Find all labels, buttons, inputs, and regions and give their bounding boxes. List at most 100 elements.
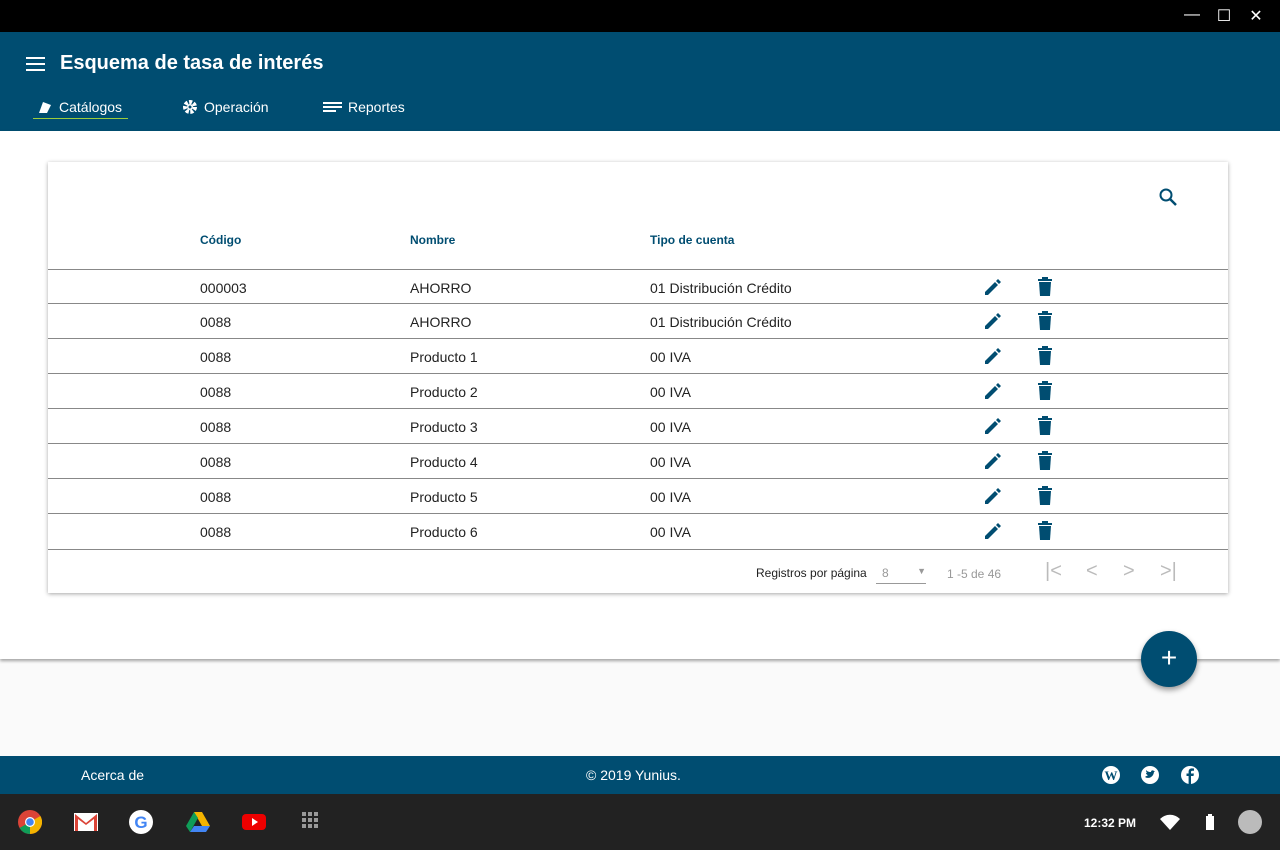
main-content: Código Nombre Tipo de cuenta 000003 AHOR… xyxy=(0,131,1280,659)
drive-icon[interactable] xyxy=(186,810,210,834)
table-row: 0088 Producto 2 00 IVA xyxy=(48,373,1228,408)
column-header-nombre[interactable]: Nombre xyxy=(410,233,456,247)
cell-tipo: 01 Distribución Crédito xyxy=(650,280,792,296)
edit-icon[interactable] xyxy=(983,451,1003,471)
table-row: 0088 Producto 4 00 IVA xyxy=(48,443,1228,478)
close-button[interactable]: ✕ xyxy=(1249,8,1263,25)
youtube-icon[interactable] xyxy=(242,810,266,834)
page-title: Esquema de tasa de interés xyxy=(60,52,324,74)
cell-tipo: 00 IVA xyxy=(650,384,691,400)
google-icon[interactable]: G xyxy=(129,810,153,834)
cell-codigo: 0088 xyxy=(200,314,232,330)
cell-nombre: Producto 6 xyxy=(410,524,478,540)
wifi-icon[interactable] xyxy=(1160,814,1180,830)
list-icon xyxy=(323,102,342,112)
cell-codigo: 000003 xyxy=(200,280,247,296)
range-label: 1 -5 de 46 xyxy=(947,567,1002,581)
tab-reportes[interactable]: Reportes xyxy=(323,95,405,119)
cell-tipo: 00 IVA xyxy=(650,454,691,470)
edit-icon[interactable] xyxy=(983,521,1003,541)
edit-icon[interactable] xyxy=(983,277,1003,297)
app-launcher-icon[interactable] xyxy=(300,810,324,834)
column-header-tipo[interactable]: Tipo de cuenta xyxy=(650,233,735,247)
cell-nombre: Producto 1 xyxy=(410,349,478,365)
twitter-icon[interactable] xyxy=(1140,765,1160,785)
paginator: Registros por página 8 ▼ 1 -5 de 46 |< < … xyxy=(48,549,1228,593)
delete-icon[interactable] xyxy=(1036,381,1054,401)
edit-icon[interactable] xyxy=(983,416,1003,436)
edit-icon[interactable] xyxy=(983,311,1003,331)
cell-nombre: AHORRO xyxy=(410,280,472,296)
os-shelf: G 12:32 PM xyxy=(0,794,1280,850)
cell-nombre: Producto 5 xyxy=(410,489,478,505)
about-link[interactable]: Acerca de xyxy=(81,767,145,783)
dropdown-arrow-icon: ▼ xyxy=(917,566,926,576)
add-button[interactable]: + xyxy=(1141,631,1197,687)
table-row: 0088 Producto 5 00 IVA xyxy=(48,478,1228,513)
clock[interactable]: 12:32 PM xyxy=(1084,816,1137,830)
avatar[interactable] xyxy=(1238,810,1262,834)
table-row: 0088 Producto 3 00 IVA xyxy=(48,408,1228,443)
footer: Acerca de © 2019 Yunius. W xyxy=(0,756,1280,794)
app-bar: Esquema de tasa de interés Catálogos Ope… xyxy=(0,32,1280,131)
table-row: 0088 Producto 6 00 IVA xyxy=(48,513,1228,548)
wordpress-icon[interactable]: W xyxy=(1101,765,1121,785)
edit-icon[interactable] xyxy=(983,346,1003,366)
first-page-icon[interactable]: |< xyxy=(1045,560,1062,582)
page-size-select[interactable]: 8 ▼ xyxy=(876,562,926,584)
battery-icon[interactable] xyxy=(1205,814,1215,830)
menu-icon[interactable] xyxy=(26,57,45,75)
last-page-icon[interactable]: >| xyxy=(1160,560,1177,582)
delete-icon[interactable] xyxy=(1036,311,1054,331)
next-page-icon[interactable]: > xyxy=(1123,560,1135,582)
gmail-icon[interactable] xyxy=(74,810,98,834)
cell-nombre: AHORRO xyxy=(410,314,472,330)
cell-codigo: 0088 xyxy=(200,419,232,435)
delete-icon[interactable] xyxy=(1036,451,1054,471)
tab-catalogos[interactable]: Catálogos xyxy=(33,95,128,119)
cell-codigo: 0088 xyxy=(200,349,232,365)
facebook-icon[interactable] xyxy=(1180,765,1200,785)
chrome-icon[interactable] xyxy=(18,810,42,834)
cell-codigo: 0088 xyxy=(200,524,232,540)
tab-label: Reportes xyxy=(348,99,405,115)
cell-codigo: 0088 xyxy=(200,384,232,400)
table-row: 0088 Producto 1 00 IVA xyxy=(48,338,1228,373)
window-titlebar: — ☐ ✕ xyxy=(0,0,1280,32)
column-header-codigo[interactable]: Código xyxy=(200,233,242,247)
cell-tipo: 00 IVA xyxy=(650,419,691,435)
cell-tipo: 00 IVA xyxy=(650,349,691,365)
cards-icon xyxy=(39,101,51,113)
delete-icon[interactable] xyxy=(1036,521,1054,541)
cell-tipo: 00 IVA xyxy=(650,489,691,505)
page-size-value: 8 xyxy=(882,566,889,580)
delete-icon[interactable] xyxy=(1036,486,1054,506)
delete-icon[interactable] xyxy=(1036,277,1054,297)
delete-icon[interactable] xyxy=(1036,346,1054,366)
delete-icon[interactable] xyxy=(1036,416,1054,436)
catalog-table-card: Código Nombre Tipo de cuenta 000003 AHOR… xyxy=(48,162,1228,593)
page-size-label: Registros por página xyxy=(756,566,867,580)
cell-codigo: 0088 xyxy=(200,489,232,505)
tab-operacion[interactable]: Operación xyxy=(182,95,269,119)
tab-label: Operación xyxy=(204,99,269,115)
edit-icon[interactable] xyxy=(983,486,1003,506)
cell-nombre: Producto 2 xyxy=(410,384,478,400)
prev-page-icon[interactable]: < xyxy=(1086,560,1098,582)
maximize-button[interactable]: ☐ xyxy=(1216,8,1232,25)
svg-text:W: W xyxy=(1105,768,1118,783)
cell-nombre: Producto 4 xyxy=(410,454,478,470)
cell-tipo: 01 Distribución Crédito xyxy=(650,314,792,330)
minimize-button[interactable]: — xyxy=(1184,6,1200,23)
copyright: © 2019 Yunius. xyxy=(586,767,681,783)
table-row: 000003 AHORRO 01 Distribución Crédito xyxy=(48,269,1228,304)
svg-text:G: G xyxy=(134,813,147,832)
tab-label: Catálogos xyxy=(59,98,123,115)
edit-icon[interactable] xyxy=(983,381,1003,401)
cell-codigo: 0088 xyxy=(200,454,232,470)
cell-tipo: 00 IVA xyxy=(650,524,691,540)
gear-icon xyxy=(183,100,197,114)
table-row: 0088 AHORRO 01 Distribución Crédito xyxy=(48,303,1228,338)
search-icon[interactable] xyxy=(1158,187,1178,207)
cell-nombre: Producto 3 xyxy=(410,419,478,435)
